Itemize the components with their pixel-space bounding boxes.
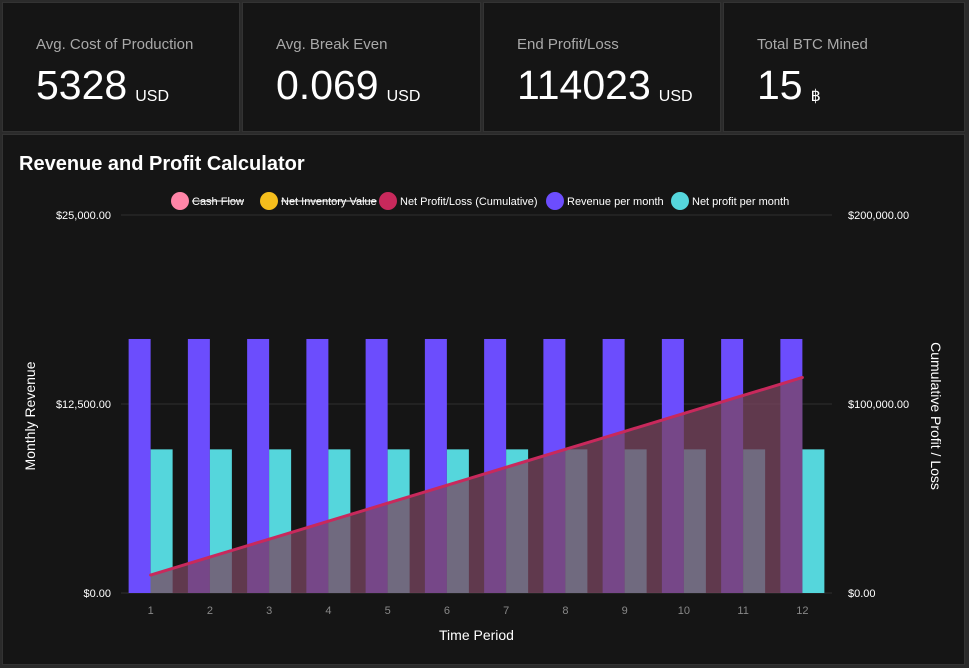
y-axis-label: Monthly Revenue [22,361,38,470]
legend-item[interactable]: Net Profit/Loss (Cumulative) [400,196,538,208]
cumulative-profit-point[interactable] [563,447,567,451]
y2-axis-label: Cumulative Profit / Loss [928,342,944,490]
stat-label: End Profit/Loss [517,36,619,53]
cumulative-profit-area [150,377,803,593]
stat-value: 5328 USD [36,62,169,108]
cumulative-profit-point[interactable] [800,375,804,379]
legend-swatch[interactable] [171,192,189,210]
revenue-bar[interactable] [128,338,151,593]
x-tick-label: 5 [385,605,391,617]
stat-value: 114023 USD [517,62,693,108]
chart-panel: Revenue and Profit Calculator $0.00 $12,5… [2,134,965,665]
cumulative-profit-point[interactable] [682,411,686,415]
stat-label: Total BTC Mined [757,36,868,53]
y-tick-label: $12,500.00 [56,399,111,411]
x-tick-label: 6 [444,605,450,617]
cumulative-profit-point[interactable] [623,429,627,433]
legend-item[interactable]: Net Inventory Value [281,196,377,208]
x-tick-label: 3 [266,605,272,617]
cumulative-profit-point[interactable] [741,393,745,397]
cumulative-profit-point[interactable] [208,555,212,559]
cumulative-profit-point[interactable] [267,537,271,541]
legend-swatch[interactable] [546,192,564,210]
x-axis-label: Time Period [439,627,514,643]
net-profit-bar[interactable] [802,449,825,593]
cumulative-profit-point[interactable] [326,519,330,523]
x-tick-label: 10 [678,605,690,617]
stat-card-break-even: Avg. Break Even 0.069 USD [242,2,481,132]
x-tick-label: 4 [325,605,331,617]
stat-card-cost: Avg. Cost of Production 5328 USD [2,2,240,132]
cumulative-profit-point[interactable] [445,483,449,487]
cumulative-profit-line[interactable] [150,376,803,577]
cumulative-profit-point[interactable] [504,465,508,469]
cumulative-profit-point[interactable] [149,573,153,577]
stat-unit: USD [658,88,693,105]
y-tick-label: $0.00 [83,588,111,600]
legend-item[interactable]: Net profit per month [692,196,789,208]
stat-card-btc-mined: Total BTC Mined 15 ฿ [723,2,965,132]
x-tick-label: 9 [622,605,628,617]
legend-swatch[interactable] [260,192,278,210]
x-tick-label: 11 [737,605,748,617]
stat-label: Avg. Break Even [276,36,388,53]
legend-swatch[interactable] [671,192,689,210]
legend-item[interactable]: Revenue per month [567,196,664,208]
legend-swatch[interactable] [379,192,397,210]
cumulative-profit-point[interactable] [386,501,390,505]
y2-tick-label: $0.00 [848,588,876,600]
stat-value: 15 ฿ [757,62,821,108]
stat-card-profit-loss: End Profit/Loss 114023 USD [483,2,721,132]
panel-title: Revenue and Profit Calculator [19,153,305,175]
legend-item[interactable]: Cash Flow [192,196,244,208]
revenue-bar[interactable] [247,338,270,593]
x-tick-label: 1 [148,605,154,617]
x-tick-label: 2 [207,605,213,617]
revenue-profit-chart: $0.00 $12,500.00 $25,000.00 $0.00 $100,000.0… [22,192,944,643]
revenue-bar[interactable] [187,338,210,593]
net-profit-bar[interactable] [150,449,173,593]
stat-label: Avg. Cost of Production [36,36,194,53]
y-tick-label: $25,000.00 [56,210,111,222]
y2-tick-label: $100,000.00 [848,399,909,411]
stat-unit: USD [135,88,169,105]
y2-tick-label: $200,000.00 [848,210,909,222]
stat-unit: USD [386,88,421,105]
stat-value: 0.069 USD [276,62,421,108]
stat-cards: Avg. Cost of Production 5328 USD Avg. Bre… [0,0,969,134]
x-tick-label: 12 [796,605,808,617]
x-tick-label: 7 [503,605,509,617]
x-tick-label: 8 [562,605,568,617]
bitcoin-icon: ฿ [810,88,821,105]
